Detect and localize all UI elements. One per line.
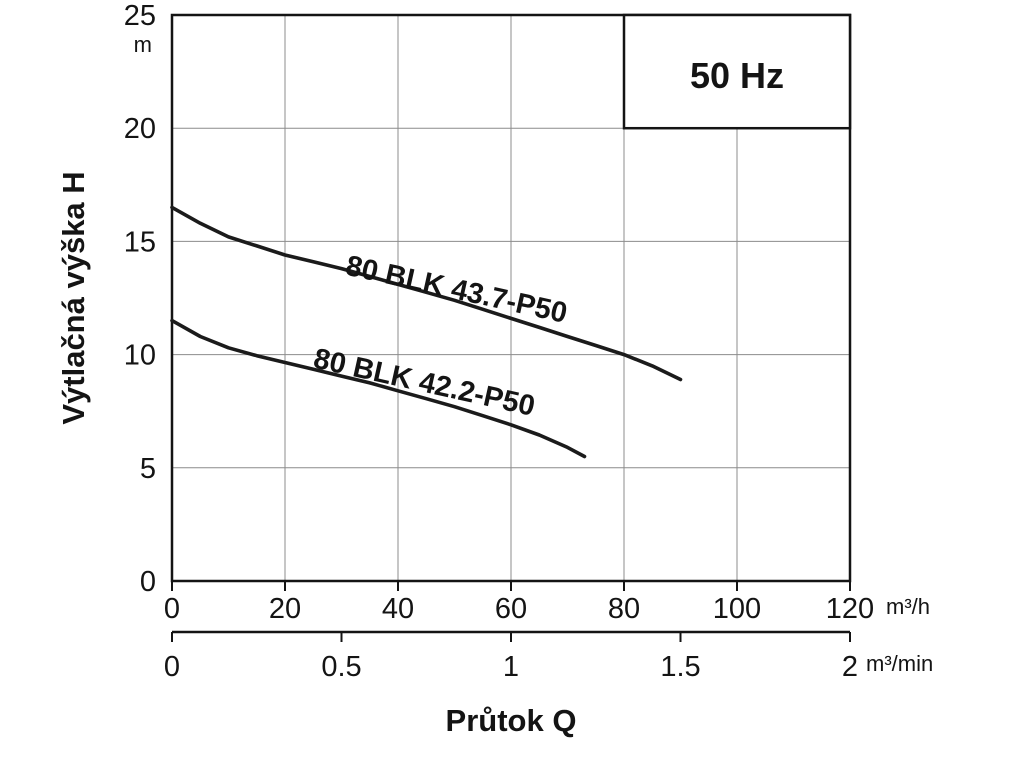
frequency-badge-box (622, 13, 852, 130)
x-tick-label: 20 (269, 593, 301, 625)
y-tick-label: 10 (124, 340, 156, 372)
ticks-layer: 0 20 40 60 80 100 120 0 5 10 15 20 25 0 0.5 1 1.5 2 (124, 0, 874, 683)
y-tick-label: 5 (140, 453, 156, 485)
pump-curve (170, 318, 587, 459)
y-tick-label: 25 (124, 0, 156, 32)
x-tick-label: 80 (608, 593, 640, 625)
x2-tick-label: 0.5 (321, 651, 361, 683)
x-tick-label: 0 (164, 593, 180, 625)
x-tick-label: 120 (826, 593, 874, 625)
x-axis-secondary-unit: m³/min (866, 651, 933, 676)
y-axis-title: Výtlačná výška H (56, 171, 91, 424)
frequency-badge: 50 Hz (690, 55, 784, 96)
y-tick-label: 0 (140, 566, 156, 598)
x2-tick-label: 2 (842, 651, 858, 683)
x-tick-label: 100 (713, 593, 761, 625)
x2-tick-label: 1 (503, 651, 519, 683)
x2-tick-label: 0 (164, 651, 180, 683)
y-tick-label: 20 (124, 113, 156, 145)
x-axis-primary-unit: m³/h (886, 594, 930, 619)
x2-tick-label: 1.5 (660, 651, 700, 683)
y-axis-unit: m (134, 32, 152, 57)
x-tick-label: 60 (495, 593, 527, 625)
x-tick-label: 40 (382, 593, 414, 625)
curve-label: 80 BLK 43.7-P50 (343, 250, 570, 330)
grid-layer (172, 15, 850, 581)
y-tick-label: 15 (124, 226, 156, 258)
x-axis-title: Průtok Q (446, 703, 577, 738)
pump-curve (170, 205, 683, 382)
